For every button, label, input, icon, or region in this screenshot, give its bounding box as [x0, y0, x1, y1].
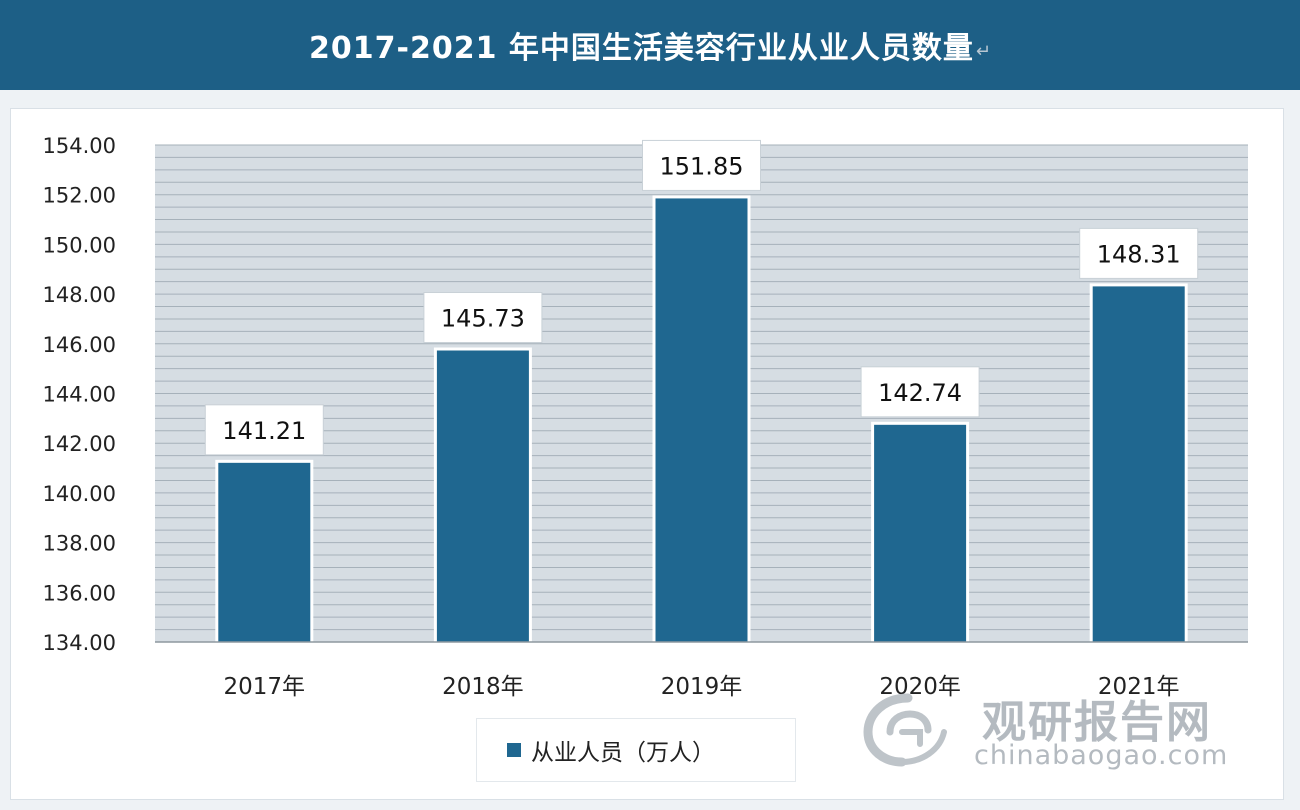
- legend-swatch: [507, 743, 521, 757]
- data-label: 145.73: [441, 305, 525, 333]
- data-label-box: [860, 366, 980, 418]
- data-label: 151.85: [660, 152, 744, 180]
- x-category-label: 2019年: [661, 674, 743, 700]
- bar: [436, 350, 529, 642]
- y-tick-label: 142.00: [43, 432, 116, 456]
- x-category-label: 2018年: [442, 674, 524, 700]
- data-label: 142.74: [878, 379, 962, 407]
- data-label: 148.31: [1097, 240, 1181, 268]
- y-tick-label: 150.00: [43, 233, 116, 257]
- bar: [655, 198, 748, 643]
- title-bar: 2017-2021 年中国生活美容行业从业人员数量 ↵: [0, 0, 1300, 90]
- data-label-box: [423, 292, 543, 344]
- data-label: 141.21: [222, 417, 306, 445]
- y-tick-label: 140.00: [43, 482, 116, 506]
- data-label-box: [204, 404, 324, 456]
- x-category-label: 2017年: [224, 674, 306, 700]
- data-label-box: [642, 139, 761, 191]
- y-tick-label: 138.00: [43, 532, 116, 556]
- bar: [1092, 286, 1185, 642]
- y-tick-label: 146.00: [43, 333, 116, 357]
- y-tick-label: 152.00: [43, 184, 116, 208]
- watermark-logo-icon: [863, 693, 947, 767]
- watermark-url: chinabaogao.com: [974, 740, 1229, 771]
- y-tick-label: 144.00: [43, 383, 116, 407]
- x-category-label: 2021年: [1098, 674, 1180, 700]
- paragraph-mark: ↵: [975, 40, 991, 62]
- watermark: 观研报告网 chinabaogao.com: [858, 682, 1258, 782]
- y-tick-label: 154.00: [43, 134, 116, 158]
- y-tick-label: 148.00: [43, 283, 116, 307]
- data-label-box: [1079, 227, 1199, 279]
- legend: 从业人员（万人）: [476, 718, 796, 782]
- legend-label: 从业人员（万人）: [531, 740, 715, 766]
- y-tick-label: 134.00: [43, 631, 116, 655]
- bar: [218, 462, 311, 642]
- watermark-brand: 观研报告网: [982, 697, 1212, 748]
- bar: [874, 424, 967, 642]
- chart-title: 2017-2021 年中国生活美容行业从业人员数量: [309, 31, 974, 66]
- y-tick-label: 136.00: [43, 581, 116, 605]
